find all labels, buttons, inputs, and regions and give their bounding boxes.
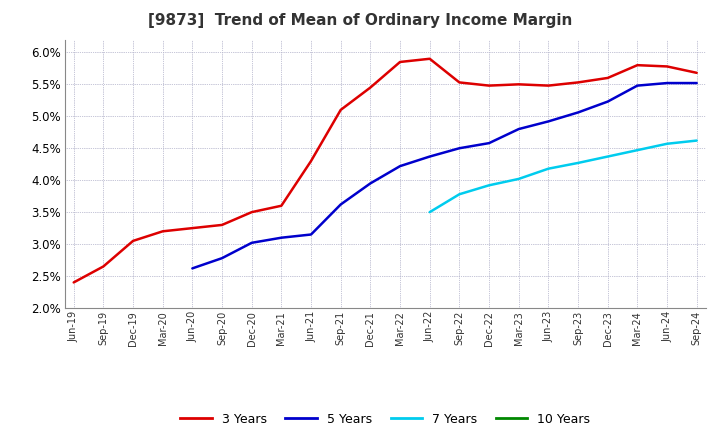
5 Years: [277, 235, 286, 240]
3 Years: [248, 209, 256, 215]
3 Years: [188, 225, 197, 231]
3 Years: [693, 70, 701, 76]
Line: 3 Years: 3 Years: [73, 59, 697, 282]
3 Years: [574, 80, 582, 85]
5 Years: [662, 81, 671, 86]
Legend: 3 Years, 5 Years, 7 Years, 10 Years: 3 Years, 5 Years, 7 Years, 10 Years: [176, 407, 595, 431]
3 Years: [69, 280, 78, 285]
7 Years: [693, 138, 701, 143]
5 Years: [485, 140, 493, 146]
7 Years: [544, 166, 553, 171]
5 Years: [514, 126, 523, 132]
7 Years: [485, 183, 493, 188]
3 Years: [603, 75, 612, 81]
7 Years: [455, 191, 464, 197]
5 Years: [248, 240, 256, 246]
3 Years: [662, 64, 671, 69]
5 Years: [693, 81, 701, 86]
3 Years: [307, 158, 315, 164]
5 Years: [574, 110, 582, 115]
3 Years: [396, 59, 405, 65]
7 Years: [514, 176, 523, 182]
3 Years: [633, 62, 642, 68]
5 Years: [217, 256, 226, 261]
3 Years: [217, 222, 226, 227]
3 Years: [426, 56, 434, 62]
3 Years: [336, 107, 345, 113]
5 Years: [633, 83, 642, 88]
3 Years: [99, 264, 108, 269]
7 Years: [662, 141, 671, 147]
5 Years: [188, 266, 197, 271]
3 Years: [455, 80, 464, 85]
3 Years: [514, 82, 523, 87]
3 Years: [158, 229, 167, 234]
7 Years: [633, 147, 642, 153]
5 Years: [426, 154, 434, 159]
5 Years: [544, 119, 553, 124]
Line: 7 Years: 7 Years: [430, 140, 697, 212]
3 Years: [277, 203, 286, 209]
7 Years: [603, 154, 612, 159]
3 Years: [366, 85, 374, 90]
Text: [9873]  Trend of Mean of Ordinary Income Margin: [9873] Trend of Mean of Ordinary Income …: [148, 13, 572, 28]
3 Years: [129, 238, 138, 244]
7 Years: [426, 209, 434, 215]
3 Years: [485, 83, 493, 88]
5 Years: [336, 202, 345, 207]
7 Years: [574, 160, 582, 165]
5 Years: [396, 164, 405, 169]
5 Years: [603, 99, 612, 104]
5 Years: [455, 146, 464, 151]
5 Years: [307, 232, 315, 237]
3 Years: [544, 83, 553, 88]
Line: 5 Years: 5 Years: [192, 83, 697, 268]
5 Years: [366, 181, 374, 186]
